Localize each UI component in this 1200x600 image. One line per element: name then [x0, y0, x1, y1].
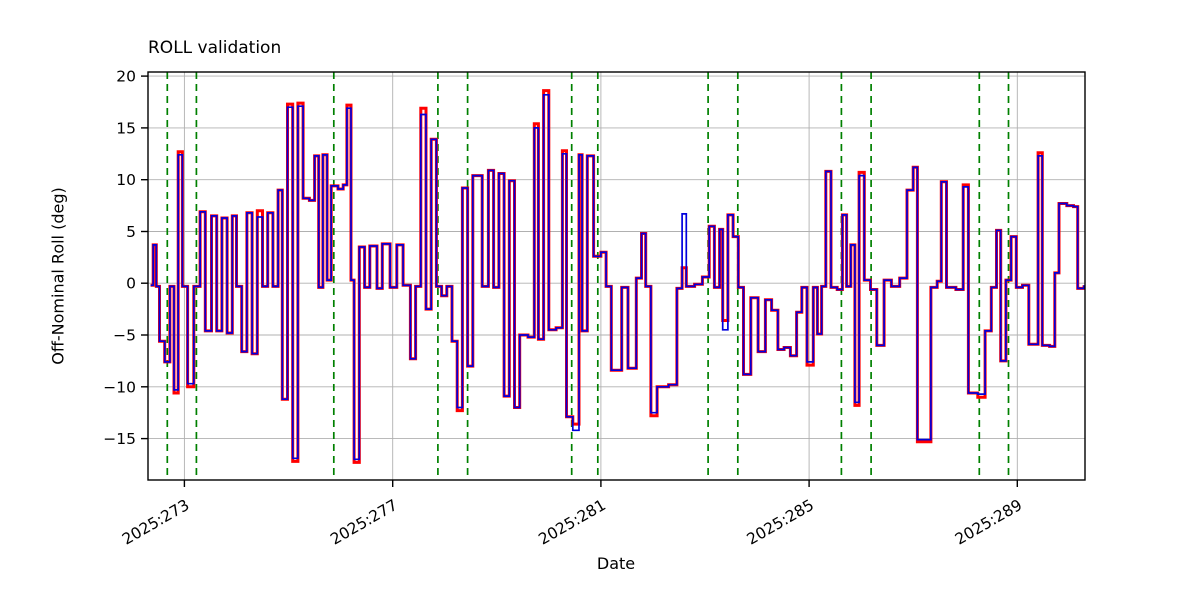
y-tick-label: −5	[113, 327, 136, 345]
series-line-red	[150, 89, 1086, 464]
y-tick-label: 5	[126, 223, 136, 241]
x-tick-label: 2025:277	[327, 496, 400, 549]
x-tick-label: 2025:273	[119, 496, 192, 549]
y-axis-label: Off-Nominal Roll (deg)	[48, 187, 68, 365]
axis-frame	[147, 71, 1086, 481]
x-tick-label: 2025:289	[952, 496, 1025, 549]
y-tick-label: 20	[116, 68, 136, 86]
y-tick-label: 0	[126, 275, 136, 293]
series-line-blue	[150, 93, 1085, 461]
x-tick-label: 2025:285	[744, 496, 817, 549]
chart-title: ROLL validation	[148, 38, 282, 58]
y-tick-label: 10	[116, 171, 136, 189]
y-tick-label: −15	[103, 430, 136, 448]
x-axis-label: Date	[596, 554, 636, 573]
y-tick-label: 15	[116, 119, 136, 137]
x-tick-label: 2025:281	[536, 496, 609, 549]
y-tick-label: −10	[103, 378, 136, 396]
